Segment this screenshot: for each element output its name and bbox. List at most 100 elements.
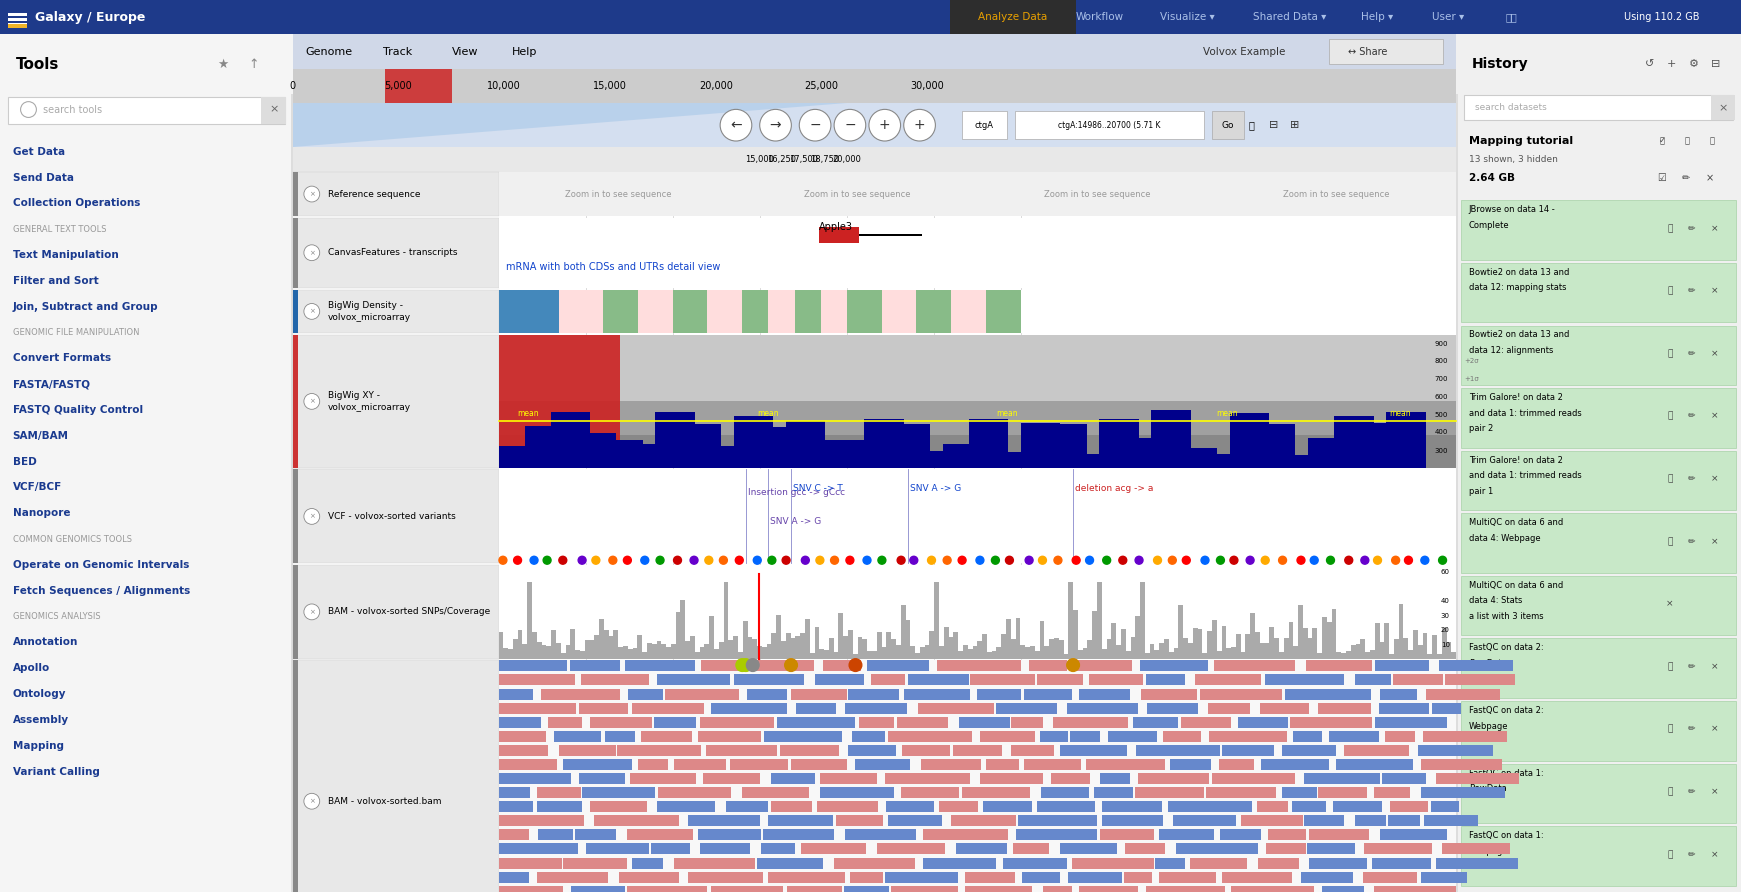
Bar xyxy=(1146,653,1149,659)
Text: ×: × xyxy=(1710,412,1718,421)
Bar xyxy=(599,618,604,659)
Bar xyxy=(569,660,620,672)
Bar xyxy=(538,830,573,840)
Bar xyxy=(823,660,862,672)
Bar xyxy=(651,643,656,659)
Bar xyxy=(909,674,968,685)
Bar xyxy=(864,419,904,468)
Text: BAM - volvox-sorted SNPs/Coverage: BAM - volvox-sorted SNPs/Coverage xyxy=(327,607,489,616)
Text: ✏: ✏ xyxy=(1689,286,1696,295)
Text: and data 1: trimmed reads: and data 1: trimmed reads xyxy=(1469,471,1581,480)
Bar xyxy=(642,652,648,659)
Bar xyxy=(1388,815,1419,826)
Text: MultiQC on data 6 and: MultiQC on data 6 and xyxy=(1469,581,1563,590)
Bar xyxy=(1100,773,1130,784)
Bar xyxy=(1250,613,1255,659)
Bar xyxy=(973,646,977,659)
Bar xyxy=(1024,689,1071,699)
Text: mean: mean xyxy=(757,409,778,418)
Bar xyxy=(1375,717,1447,728)
Bar xyxy=(670,644,676,659)
Bar xyxy=(911,646,916,659)
Bar xyxy=(763,648,766,659)
Text: ×: × xyxy=(1710,475,1718,483)
Bar xyxy=(834,857,914,869)
Bar xyxy=(629,444,669,468)
Bar xyxy=(1266,844,1306,855)
Circle shape xyxy=(1217,557,1224,565)
Bar xyxy=(877,844,945,855)
Bar xyxy=(1260,703,1309,714)
Bar xyxy=(536,787,581,798)
Circle shape xyxy=(740,659,752,672)
Bar xyxy=(792,759,846,770)
Text: Shared Data ▾: Shared Data ▾ xyxy=(1254,12,1327,22)
Bar xyxy=(1231,886,1314,892)
Bar xyxy=(923,830,1008,840)
Circle shape xyxy=(977,557,984,565)
Bar xyxy=(688,871,763,882)
Bar xyxy=(1464,95,1732,120)
Bar xyxy=(1424,815,1478,826)
Text: Text Manipulation: Text Manipulation xyxy=(12,250,118,260)
Bar xyxy=(618,647,623,659)
Bar xyxy=(547,646,552,659)
Bar xyxy=(1292,801,1327,813)
Bar xyxy=(564,759,632,770)
Bar xyxy=(867,660,930,672)
Text: BigWig Density -: BigWig Density - xyxy=(327,301,402,310)
Circle shape xyxy=(305,508,320,524)
Bar xyxy=(747,637,752,659)
Bar xyxy=(1403,638,1408,659)
Bar xyxy=(1203,653,1207,659)
Bar xyxy=(709,616,714,659)
Bar xyxy=(1384,731,1415,742)
Bar xyxy=(1374,886,1455,892)
Bar xyxy=(1067,703,1139,714)
Bar xyxy=(1099,419,1139,468)
Bar xyxy=(609,636,613,659)
Bar xyxy=(1088,674,1142,685)
Bar xyxy=(1428,654,1433,659)
Bar xyxy=(1379,642,1384,659)
Text: Zoom in to see sequence: Zoom in to see sequence xyxy=(804,189,911,199)
Text: Analyze Data: Analyze Data xyxy=(978,12,1048,22)
Circle shape xyxy=(1247,557,1254,565)
Circle shape xyxy=(559,557,568,565)
Bar xyxy=(498,218,1455,288)
Bar xyxy=(498,446,538,468)
Bar xyxy=(292,660,298,892)
Bar xyxy=(966,871,1015,882)
Text: BigWig XY -: BigWig XY - xyxy=(327,391,380,400)
Bar xyxy=(1017,830,1097,840)
Bar xyxy=(700,717,775,728)
Bar xyxy=(714,648,719,659)
Bar xyxy=(1433,703,1461,714)
Text: Track: Track xyxy=(383,46,413,57)
Bar xyxy=(1173,648,1179,659)
Bar xyxy=(1107,639,1111,659)
Circle shape xyxy=(592,557,601,565)
Bar xyxy=(656,801,716,813)
Bar xyxy=(794,290,820,334)
Bar xyxy=(1022,871,1060,882)
Bar xyxy=(1274,639,1280,659)
Circle shape xyxy=(928,557,935,565)
Bar xyxy=(796,636,801,659)
Circle shape xyxy=(1391,557,1400,565)
Bar xyxy=(667,647,670,659)
Bar xyxy=(498,717,541,728)
Text: 20,000: 20,000 xyxy=(698,81,733,91)
Circle shape xyxy=(305,186,320,202)
Bar xyxy=(1208,703,1250,714)
Bar xyxy=(498,871,529,882)
Bar xyxy=(728,640,733,659)
Text: ↺: ↺ xyxy=(1645,59,1654,70)
Text: 30: 30 xyxy=(1442,613,1450,619)
Text: Help ▾: Help ▾ xyxy=(1361,12,1393,22)
Circle shape xyxy=(735,557,743,565)
Bar xyxy=(1135,616,1140,659)
Bar xyxy=(1156,857,1186,869)
Bar xyxy=(735,674,804,685)
Bar xyxy=(1053,638,1059,659)
